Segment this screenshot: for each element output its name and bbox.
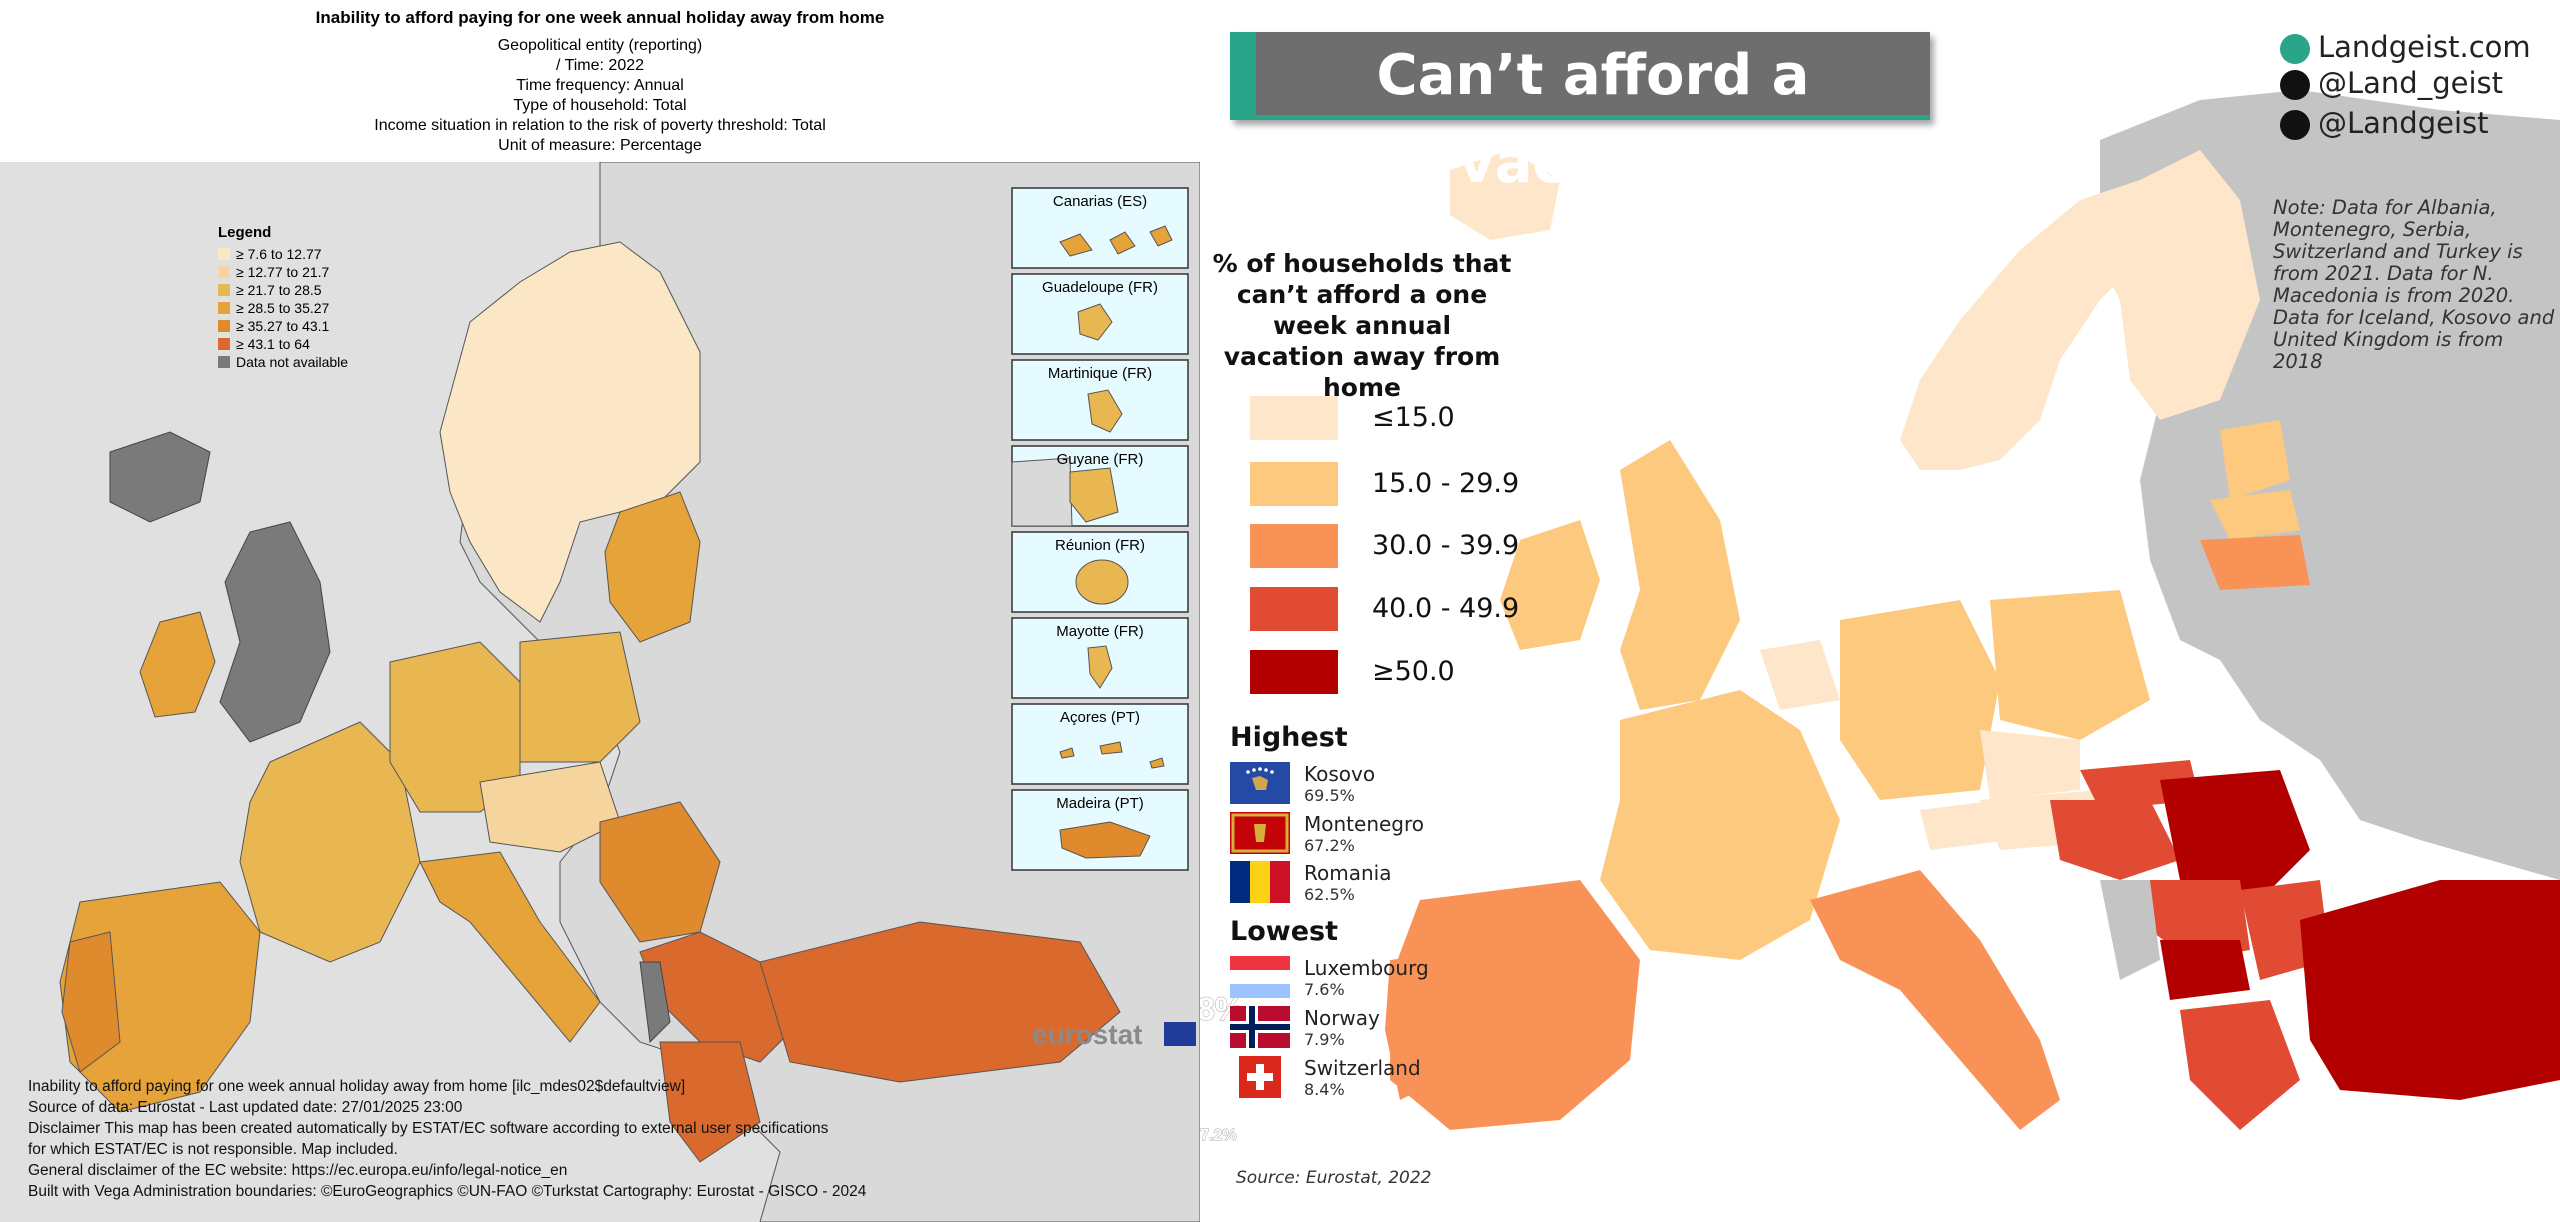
legend-item-7: Data not available <box>236 354 348 370</box>
meta-line-3: Time frequency: Annual <box>516 77 684 94</box>
bin-swatch-3 <box>1250 524 1338 568</box>
inset-acores: Açores (PT) <box>1011 703 1189 785</box>
landgeist-legend-title: % of households that can’t afford a one … <box>1212 249 1512 402</box>
legend-item-5: ≥ 35.27 to 43.1 <box>236 318 330 334</box>
legend-item-4: ≥ 28.5 to 35.27 <box>236 300 330 316</box>
lowest-1-value: 7.6% <box>1304 980 1345 999</box>
kosovo-flag-icon <box>1230 762 1290 804</box>
source-credit: Source: Eurostat, 2022 <box>1236 1168 1432 1188</box>
svg-text:Réunion (FR): Réunion (FR) <box>1055 537 1145 554</box>
map-value-label: 37.2% <box>1200 1127 1237 1144</box>
legend-item-1: ≥ 7.6 to 12.77 <box>236 246 322 262</box>
meta-line-5: Income situation in relation to the risk… <box>374 117 826 134</box>
landgeist-map: 8.6%10.2%12.0%7.9%22.9%28.5%34.3%12.9%27… <box>1200 0 2560 1222</box>
bin-label-2: 15.0 - 29.9 <box>1372 468 1520 499</box>
bin-label-1: ≤15.0 <box>1372 402 1455 433</box>
lowest-1-name: Luxembourg <box>1304 956 1429 980</box>
svg-text:Martinique (FR): Martinique (FR) <box>1048 365 1152 382</box>
eurostat-map: Legend ≥ 7.6 to 12.77 ≥ 12.77 to 21.7 ≥ … <box>0 162 1200 1222</box>
lowest-3-name: Switzerland <box>1304 1056 1421 1080</box>
highest-3-name: Romania <box>1304 861 1392 885</box>
highest-3-value: 62.5% <box>1304 885 1355 904</box>
switzerland-flag-icon <box>1239 1056 1281 1098</box>
inset-martinique: Martinique (FR) <box>1011 359 1189 441</box>
svg-text:Açores (PT): Açores (PT) <box>1060 709 1140 726</box>
instagram-label: @Land_geist <box>2318 66 2504 100</box>
bin-label-5: ≥50.0 <box>1372 656 1455 687</box>
title-banner: Can’t afford a vacation <box>1230 32 1930 196</box>
globe-icon <box>2280 34 2310 64</box>
bin-swatch-5 <box>1250 650 1338 694</box>
bin-swatch-4 <box>1250 587 1338 631</box>
social-instagram[interactable]: @Land_geist <box>2280 66 2503 100</box>
twitter-icon <box>2280 110 2310 140</box>
eurostat-panel: Inability to afford paying for one week … <box>0 0 1200 1222</box>
data-note: Note: Data for Albania, Montenegro, Serb… <box>2273 196 2555 373</box>
eu-flag-icon <box>1164 1022 1196 1046</box>
eurostat-title: Inability to afford paying for one week … <box>315 8 885 27</box>
legend-item-2: ≥ 12.77 to 21.7 <box>236 264 330 280</box>
svg-text:Guadeloupe (FR): Guadeloupe (FR) <box>1042 279 1158 296</box>
eurostat-logo: eurostat <box>1032 1019 1142 1050</box>
svg-text:Madeira (PT): Madeira (PT) <box>1056 795 1144 812</box>
meta-line-4: Type of household: Total <box>513 97 687 114</box>
website-label: Landgeist.com <box>2318 30 2531 64</box>
social-twitter[interactable]: @Landgeist <box>2280 106 2489 140</box>
banner-title: Can’t afford a vacation <box>1376 43 1810 196</box>
inset-guyane: Guyane (FR) <box>1011 445 1189 527</box>
inset-reunion: Réunion (FR) <box>1011 531 1189 613</box>
footer-line-2: Source of data: Eurostat - Last updated … <box>28 1099 463 1116</box>
bin-label-4: 40.0 - 49.9 <box>1372 593 1520 624</box>
lowest-heading: Lowest <box>1230 916 1338 947</box>
social-website[interactable]: Landgeist.com <box>2280 30 2531 64</box>
footer-line-1: Inability to afford paying for one week … <box>28 1078 686 1095</box>
inset-madeira: Madeira (PT) <box>1011 789 1189 871</box>
luxembourg-flag-icon <box>1230 956 1290 998</box>
meta-line-6: Unit of measure: Percentage <box>498 137 702 154</box>
bin-swatch-1 <box>1250 396 1338 440</box>
meta-line-2: / Time: 2022 <box>555 57 645 74</box>
svg-text:Mayotte (FR): Mayotte (FR) <box>1056 623 1144 640</box>
footer-line-5: General disclaimer of the EC website: ht… <box>28 1162 568 1179</box>
banner-accent <box>1230 32 1256 120</box>
footer-line-3: Disclaimer This map has been created aut… <box>28 1120 829 1137</box>
bin-swatch-2 <box>1250 462 1338 506</box>
inset-guadeloupe: Guadeloupe (FR) <box>1011 273 1189 355</box>
highest-2-value: 67.2% <box>1304 836 1355 855</box>
highest-heading: Highest <box>1230 722 1348 753</box>
inset-mayotte: Mayotte (FR) <box>1011 617 1189 699</box>
footer-line-4: for which ESTAT/EC is not responsible. M… <box>28 1141 398 1158</box>
legend-item-6: ≥ 43.1 to 64 <box>236 336 310 352</box>
meta-line-1: Geopolitical entity (reporting) <box>497 37 703 54</box>
highest-2-name: Montenegro <box>1304 812 1425 836</box>
inset-canarias: Canarias (ES) <box>1011 187 1189 269</box>
footer-line-6: Built with Vega Administration boundarie… <box>28 1183 867 1200</box>
highest-1-value: 69.5% <box>1304 786 1355 805</box>
montenegro-flag-icon <box>1230 812 1290 854</box>
twitter-label: @Landgeist <box>2318 106 2489 140</box>
romania-flag-icon <box>1230 861 1290 903</box>
banner-underline <box>1256 115 1930 120</box>
legend-item-3: ≥ 21.7 to 28.5 <box>236 282 322 298</box>
bin-label-3: 30.0 - 39.9 <box>1372 530 1520 561</box>
highest-1-name: Kosovo <box>1304 762 1376 786</box>
landgeist-panel: 8.6%10.2%12.0%7.9%22.9%28.5%34.3%12.9%27… <box>1200 0 2560 1222</box>
lowest-3-value: 8.4% <box>1304 1080 1345 1099</box>
instagram-icon <box>2280 70 2310 100</box>
norway-flag-icon <box>1230 1006 1290 1048</box>
svg-text:Canarias (ES): Canarias (ES) <box>1053 193 1147 210</box>
eurostat-legend-items: ≥ 7.6 to 12.77 ≥ 12.77 to 21.7 ≥ 21.7 to… <box>218 246 348 370</box>
svg-text:Guyane (FR): Guyane (FR) <box>1057 451 1144 468</box>
lowest-2-value: 7.9% <box>1304 1030 1345 1049</box>
lowest-2-name: Norway <box>1304 1006 1380 1030</box>
eurostat-legend-title: Legend <box>218 224 271 241</box>
